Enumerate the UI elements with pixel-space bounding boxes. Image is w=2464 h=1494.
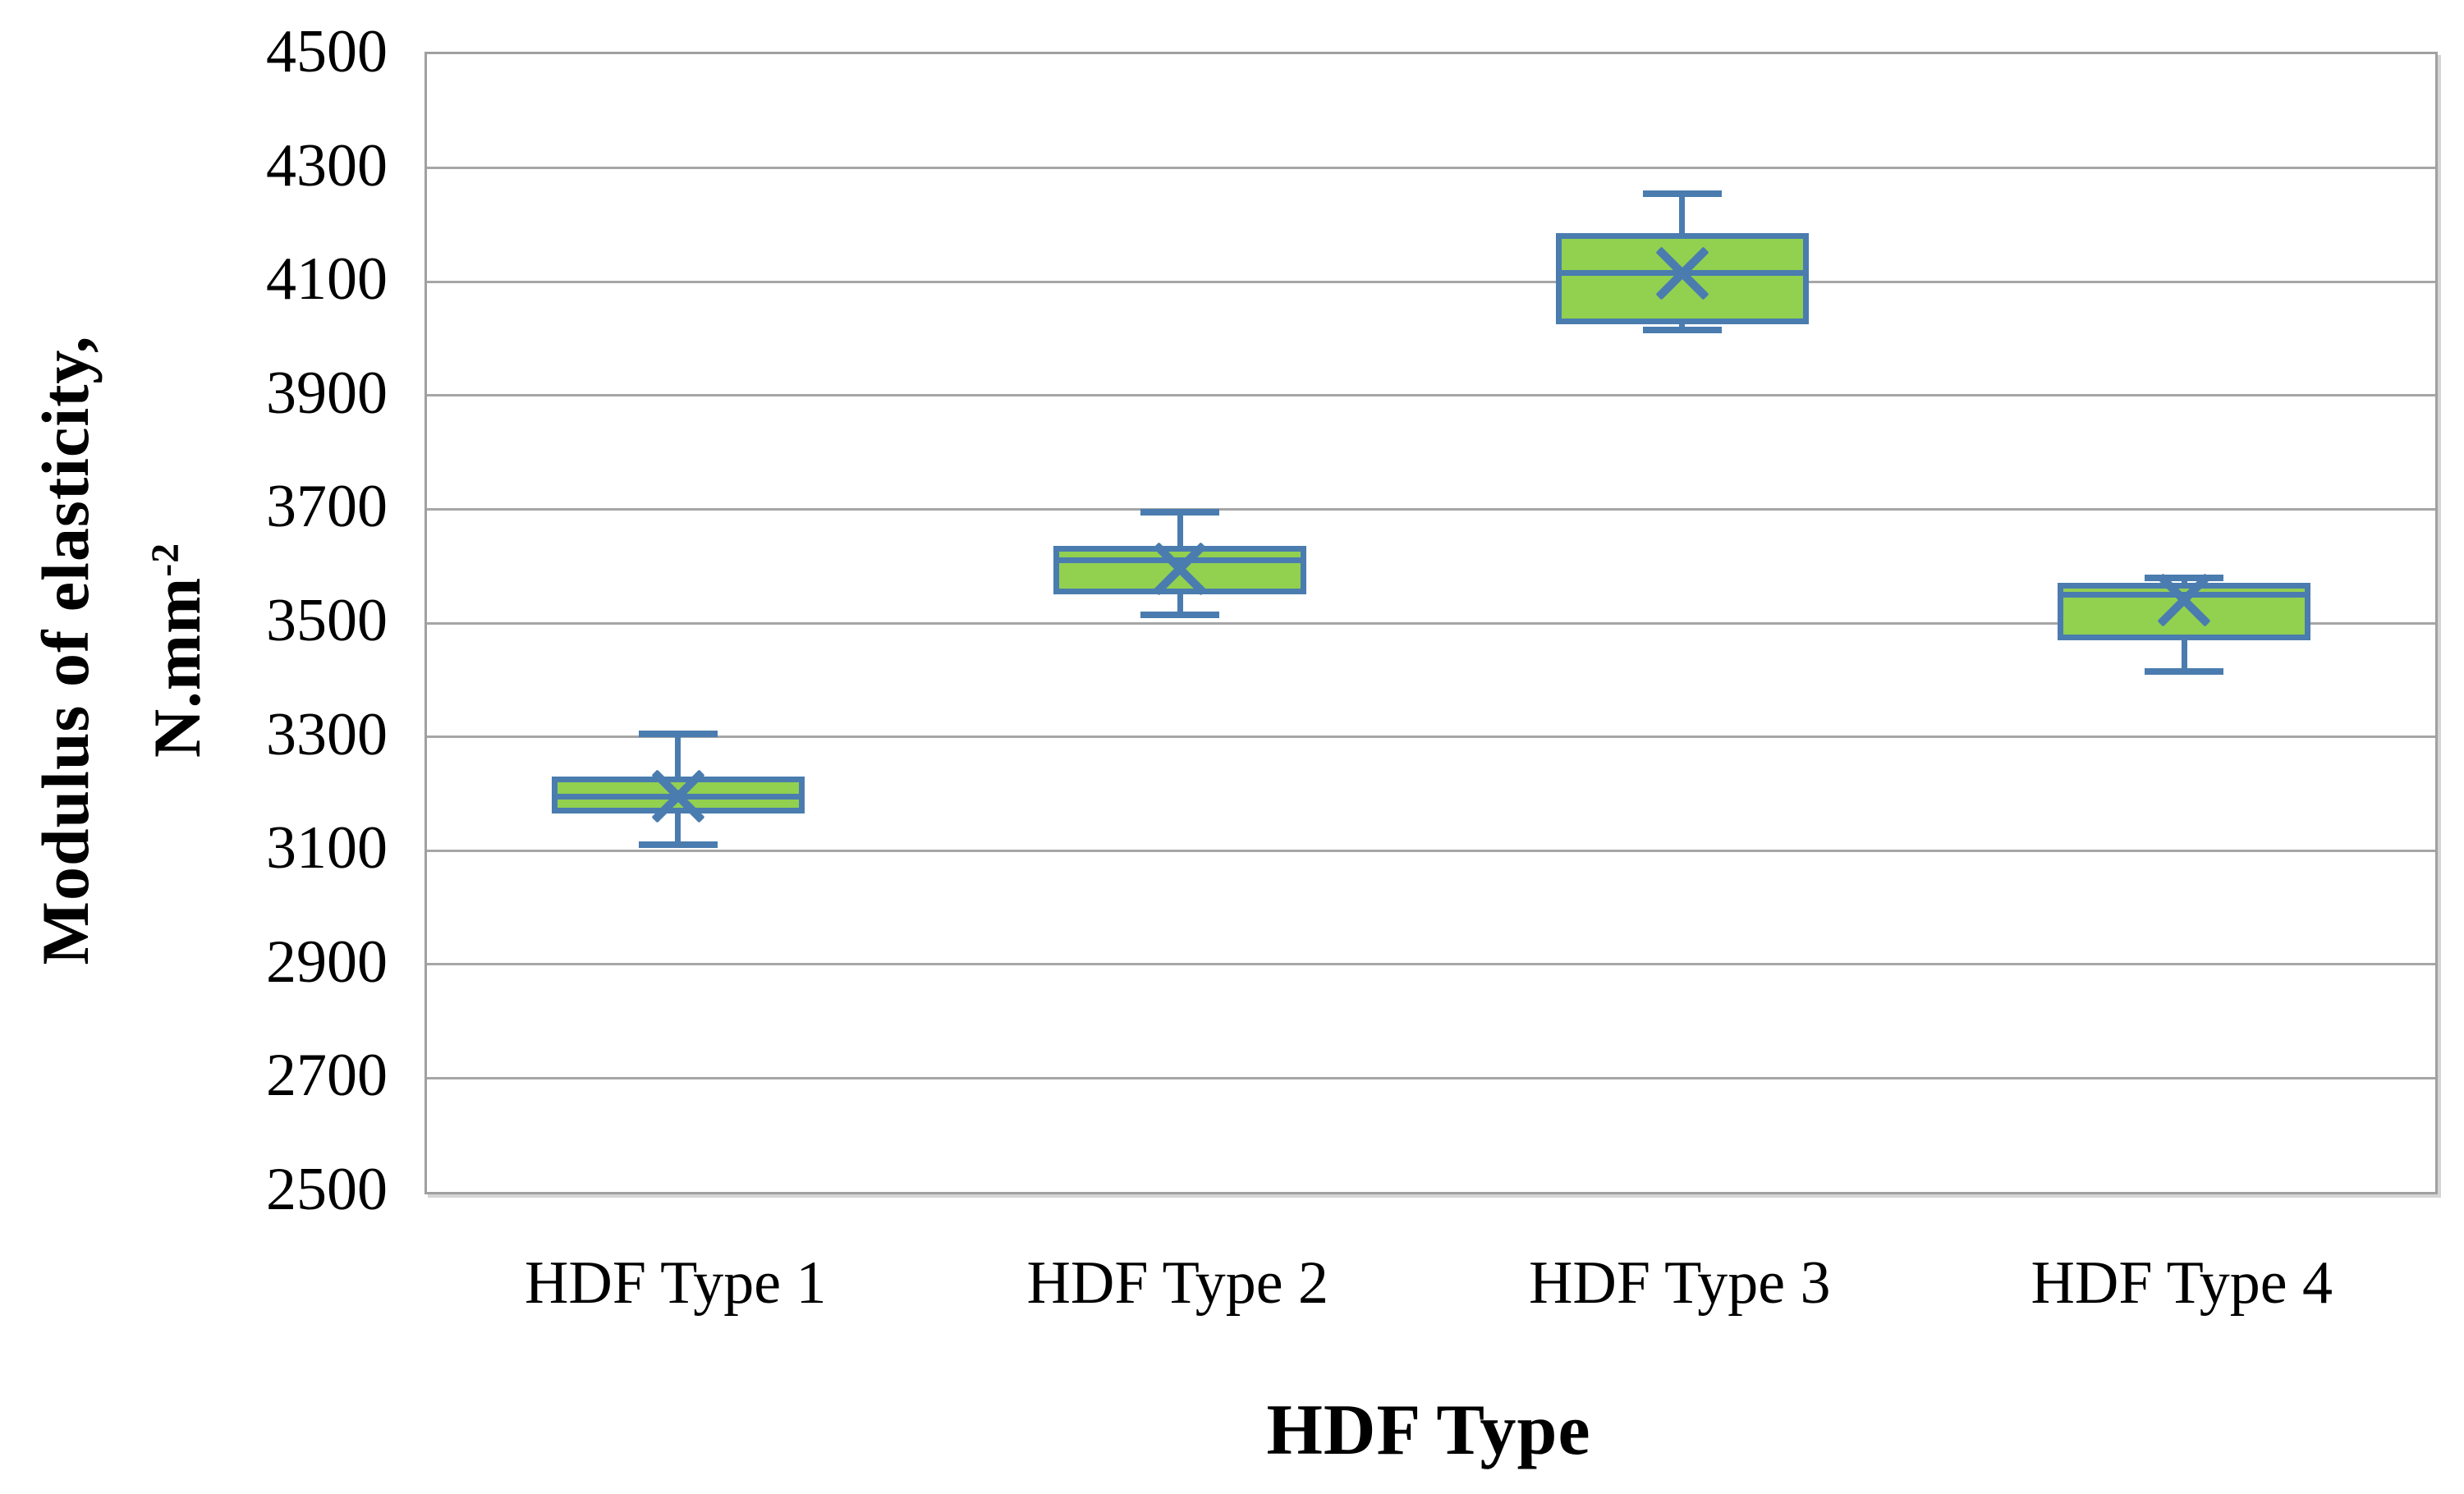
y-tick-label: 4300	[266, 131, 388, 199]
whisker-cap-min	[1140, 611, 1220, 618]
whisker-cap-max	[1140, 508, 1220, 516]
gridline-3300	[427, 736, 2435, 739]
y-tick-label: 3500	[266, 587, 388, 654]
y-tick-label: 2900	[266, 928, 388, 996]
gridline-2700	[427, 1076, 2435, 1079]
whisker-stem-lower	[675, 813, 681, 846]
y-tick-label: 3300	[266, 700, 388, 768]
gridline-4300	[427, 167, 2435, 170]
whisker-cap-min	[2145, 667, 2224, 675]
gridline-3500	[427, 621, 2435, 625]
y-tick-label: 2700	[266, 1042, 388, 1110]
x-tick-label-2: HDF Type 2	[1026, 1249, 1329, 1317]
gridline-2900	[427, 963, 2435, 966]
mean-marker-x	[1156, 545, 1204, 593]
gridline-4100	[427, 280, 2435, 283]
x-tick-label-3: HDF Type 3	[1528, 1249, 1831, 1317]
plot-area	[424, 52, 2438, 1194]
whisker-stem-lower	[1177, 594, 1183, 615]
gridline-3100	[427, 849, 2435, 852]
whisker-cap-max	[1642, 190, 1722, 197]
gridline-3700	[427, 507, 2435, 511]
y-tick-label: 2500	[266, 1156, 388, 1223]
whisker-cap-max	[638, 731, 718, 738]
whisker-stem-lower	[2181, 639, 2187, 671]
whisker-cap-min	[638, 841, 718, 849]
mean-marker-x	[654, 772, 702, 820]
whisker-stem-upper	[675, 734, 681, 777]
x-axis-title: HDF Type	[1266, 1391, 1591, 1470]
y-tick-label: 3100	[266, 814, 388, 882]
whisker-cap-min	[1642, 327, 1722, 334]
y-tick-label: 3700	[266, 473, 388, 541]
y-tick-label: 4100	[266, 245, 388, 314]
y-axis-unit-exponent: -2	[145, 543, 187, 577]
x-tick-label-1: HDF Type 1	[524, 1249, 827, 1317]
x-tick-label-4: HDF Type 4	[2030, 1249, 2333, 1317]
whisker-stem-upper	[1177, 511, 1183, 547]
gridline-3900	[427, 394, 2435, 397]
y-axis-title-line1: Modulus of elasticity,	[28, 335, 103, 965]
mean-marker-x	[2160, 576, 2208, 624]
whisker-stem-upper	[1679, 193, 1686, 234]
mean-marker-x	[1659, 250, 1706, 297]
y-tick-label: 4500	[266, 18, 388, 85]
y-tick-label: 3900	[266, 359, 388, 427]
